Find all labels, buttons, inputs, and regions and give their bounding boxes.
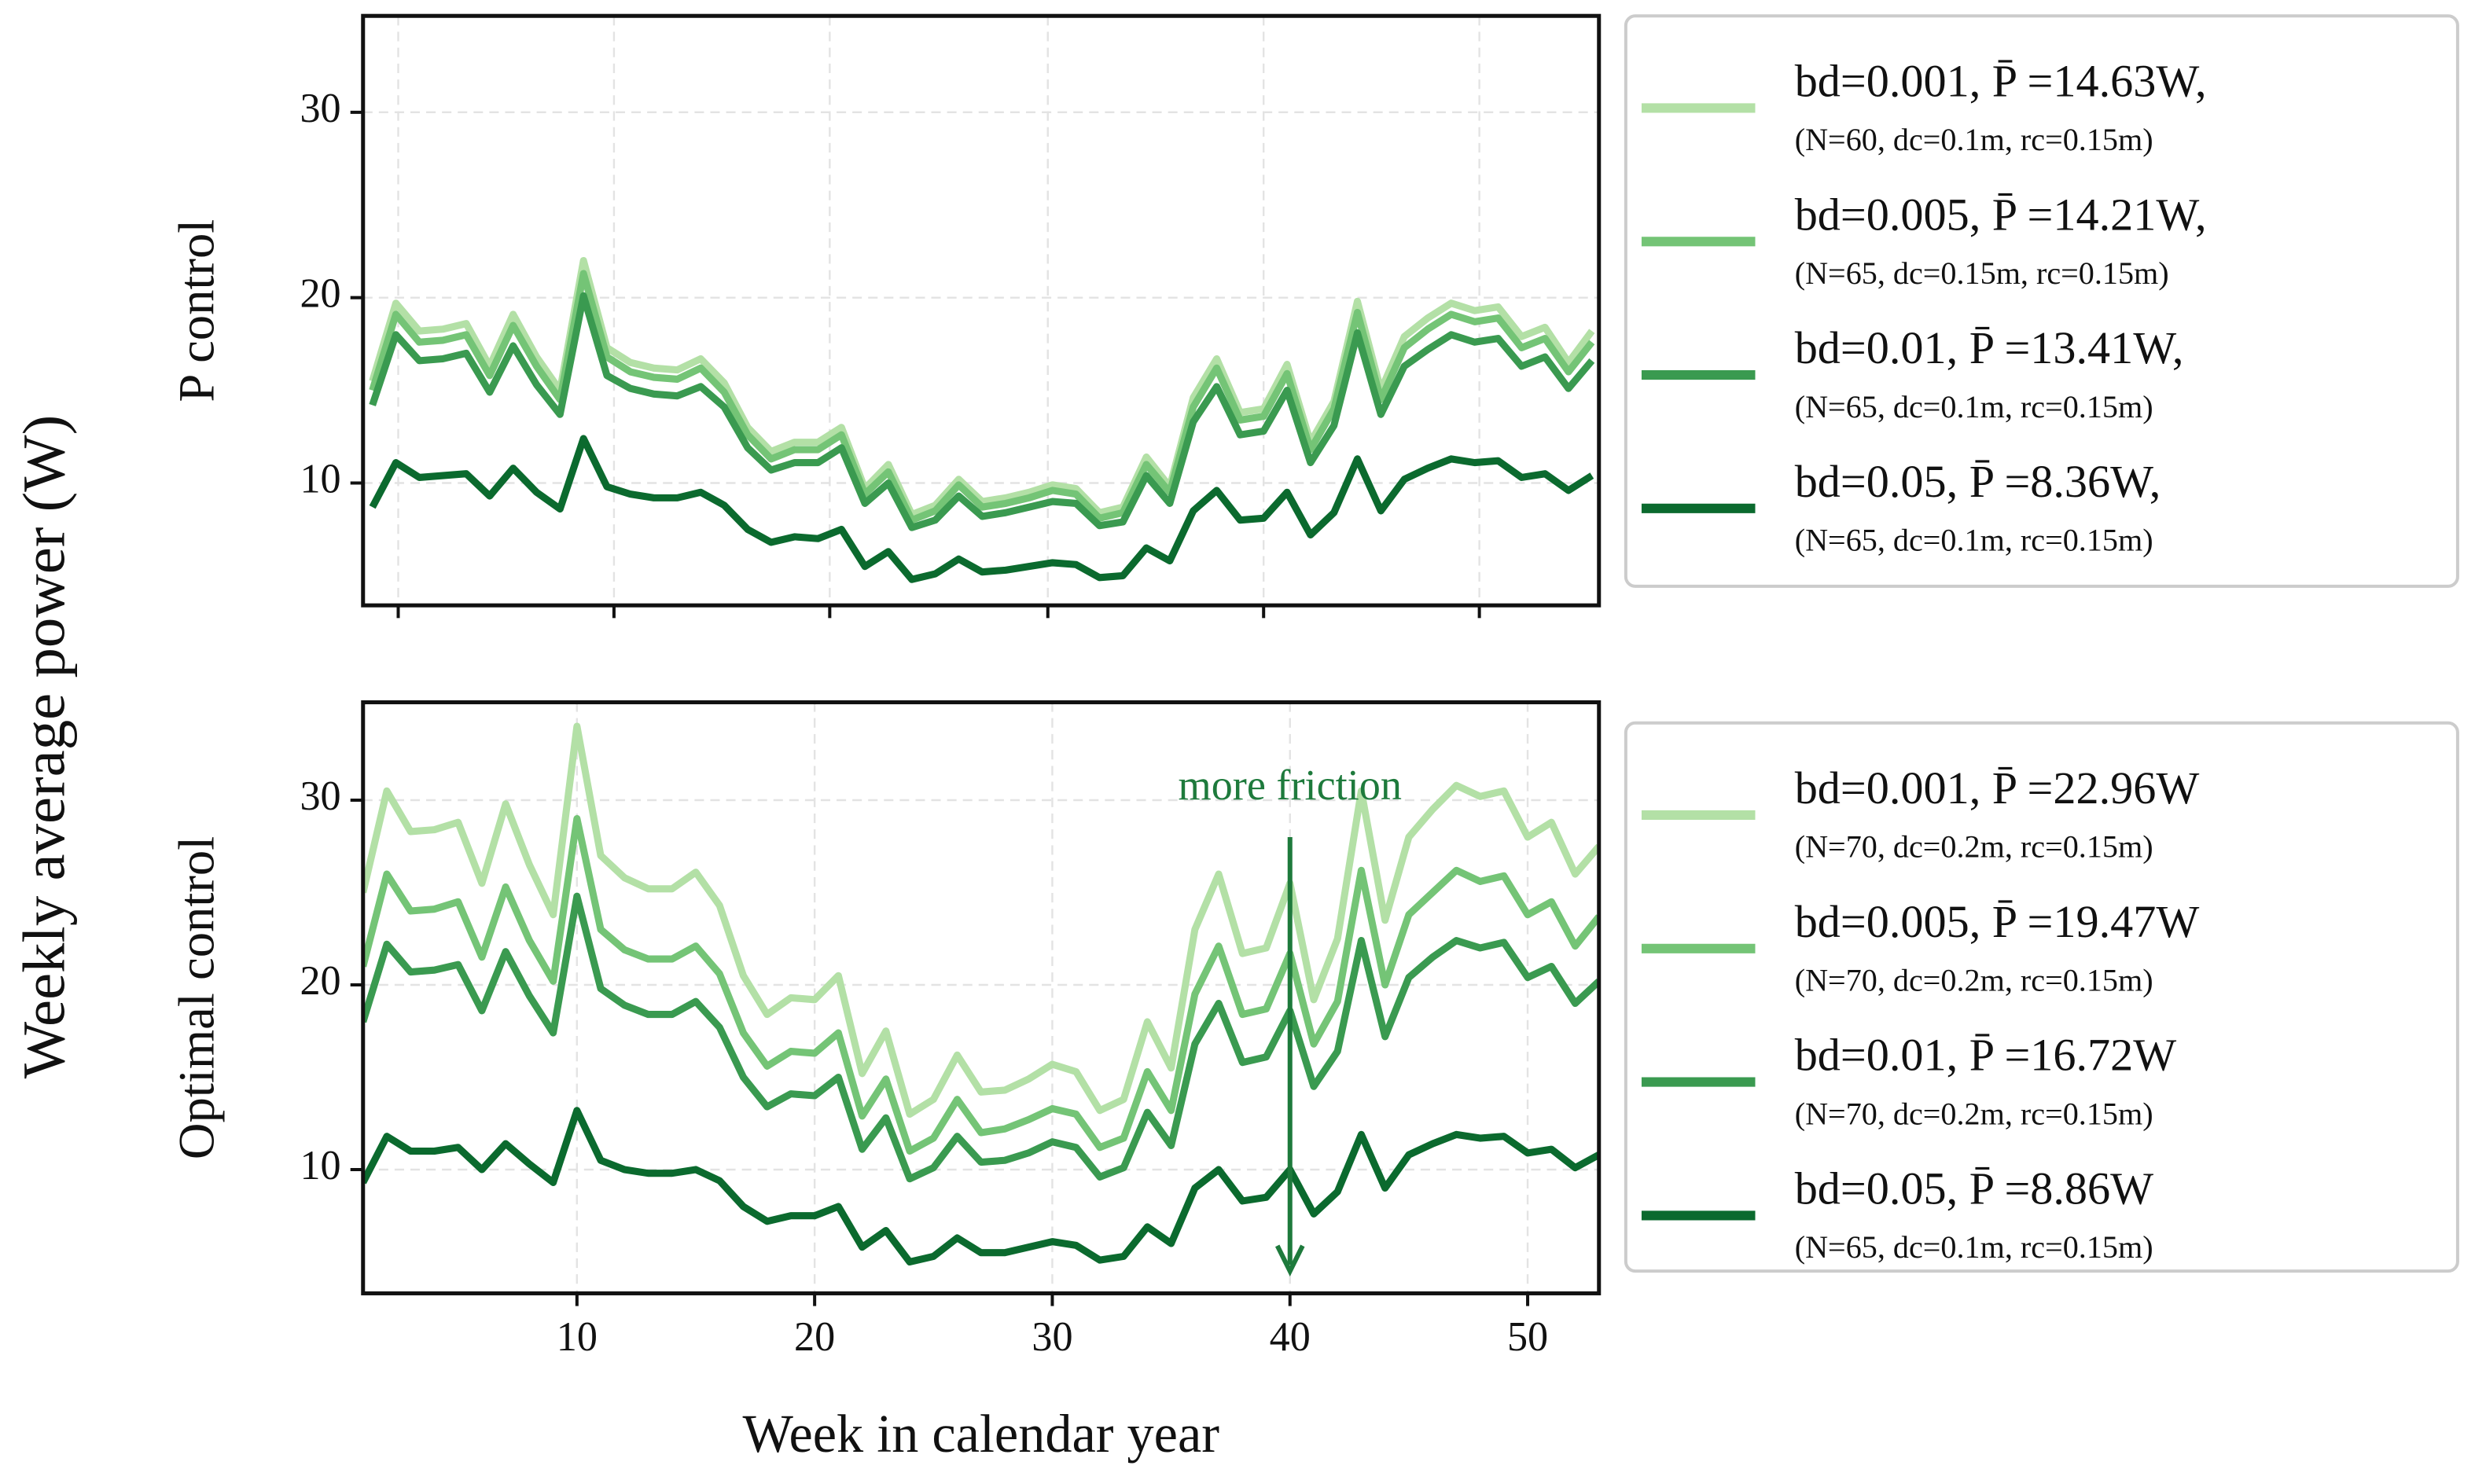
legend-detail: (N=65, dc=0.15m, rc=0.15m) [1795, 255, 2169, 291]
legend-label: bd=0.01, P̄ =13.41W, [1795, 322, 2184, 373]
legend-label: bd=0.001, P̄ =14.63W, [1795, 55, 2207, 106]
legend-detail: (N=70, dc=0.2m, rc=0.15m) [1795, 962, 2153, 997]
x-tick-label: 40 [1270, 1314, 1311, 1360]
series-line [362, 814, 1599, 1155]
series-line [362, 892, 1599, 1183]
y-tick-label: 10 [300, 456, 340, 501]
x-tick-label: 20 [794, 1314, 835, 1360]
y-tick-label: 20 [300, 958, 340, 1004]
y-tick-label: 20 [300, 271, 340, 317]
x-tick-label: 10 [557, 1314, 598, 1360]
x-tick-label: 30 [1032, 1314, 1072, 1360]
series-line [369, 292, 1595, 531]
legend-label: bd=0.05, P̄ =8.86W [1795, 1163, 2154, 1214]
legend-box [1624, 14, 2459, 588]
legend-label: bd=0.005, P̄ =19.47W [1795, 896, 2200, 947]
plot-frame [361, 700, 1602, 1295]
y-axis-label: P control [169, 219, 225, 402]
legend-detail: (N=60, dc=0.1m, rc=0.15m) [1795, 122, 2153, 157]
series-line [362, 722, 1599, 1119]
figure-y-label: Weekly average power (W) [11, 415, 78, 1079]
y-tick-label: 30 [300, 86, 340, 131]
legend-detail: (N=65, dc=0.1m, rc=0.15m) [1795, 389, 2153, 424]
series-line [369, 270, 1595, 524]
x-axis-label: Week in calendar year [743, 1404, 1220, 1464]
legend-label: bd=0.01, P̄ =16.72W [1795, 1030, 2177, 1081]
legend-detail: (N=70, dc=0.2m, rc=0.15m) [1795, 829, 2153, 865]
legend-label: bd=0.05, P̄ =8.36W, [1795, 456, 2161, 507]
plot-frame [361, 13, 1602, 608]
legend-detail: (N=70, dc=0.2m, rc=0.15m) [1795, 1096, 2153, 1131]
series-line [369, 435, 1594, 583]
y-axis-label: Optimal control [169, 836, 225, 1159]
arrow-head [1274, 1244, 1305, 1277]
legend-label: bd=0.001, P̄ =22.96W [1795, 762, 2200, 814]
legend-detail: (N=65, dc=0.1m, rc=0.15m) [1795, 522, 2153, 557]
y-tick-label: 30 [300, 773, 340, 819]
annotation-text: more friction [1179, 762, 1402, 809]
legend-box [1624, 721, 2459, 1273]
legend-label: bd=0.005, P̄ =14.21W, [1795, 189, 2207, 240]
y-tick-label: 10 [300, 1143, 340, 1188]
legend-detail: (N=65, dc=0.1m, rc=0.15m) [1795, 1229, 2153, 1265]
x-tick-label: 50 [1507, 1314, 1548, 1360]
series-line [362, 1107, 1599, 1266]
